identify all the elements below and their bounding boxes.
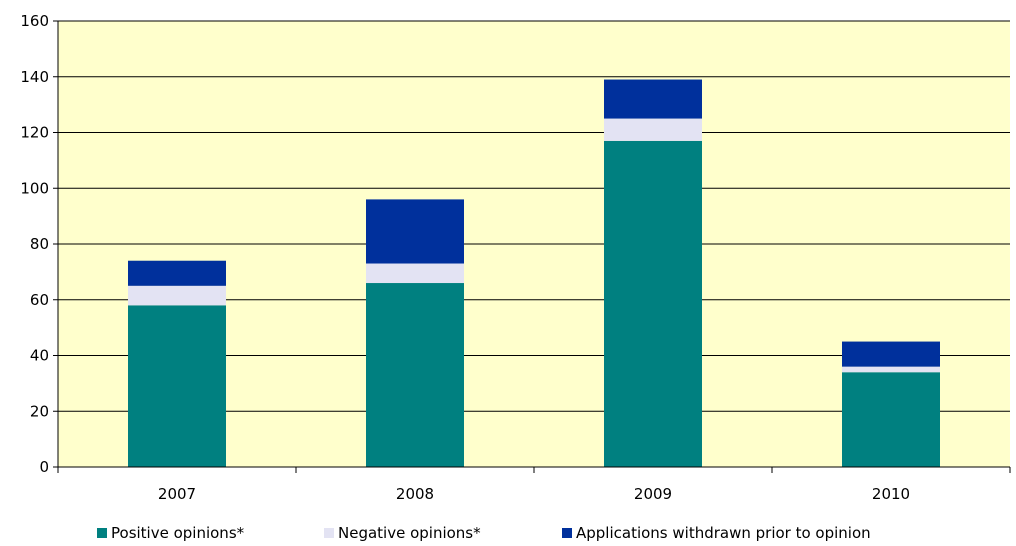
y-tick-label: 120 <box>20 124 49 142</box>
y-tick-label: 100 <box>20 179 49 197</box>
x-tick-label: 2008 <box>396 485 434 503</box>
legend-label-negative-opinions: Negative opinions* <box>338 524 481 542</box>
x-tick-label: 2010 <box>872 485 910 503</box>
bar-2007-series-2 <box>128 260 226 286</box>
legend-swatch-positive-opinions <box>97 528 107 538</box>
y-tick-label: 20 <box>30 402 49 420</box>
y-tick-label: 160 <box>20 12 49 30</box>
legend: Positive opinions* Negative opinions* Ap… <box>0 522 1016 544</box>
y-tick-label: 40 <box>30 347 49 365</box>
bar-2009-series-2 <box>604 79 702 119</box>
bar-2009-series-1 <box>604 118 702 141</box>
legend-item-positive-opinions: Positive opinions* <box>97 522 244 544</box>
legend-item-negative-opinions: Negative opinions* <box>324 522 481 544</box>
bar-2008-series-0 <box>366 283 464 467</box>
bar-2010-series-1 <box>842 366 940 373</box>
bar-2007-series-0 <box>128 305 226 467</box>
chart-plot: 0 20 40 60 80 100 120 140 160 2007 2008 2009 2010 <box>20 12 1011 503</box>
y-tick-label: 60 <box>30 291 49 309</box>
x-tick-label: 2007 <box>158 485 196 503</box>
bar-2010-series-2 <box>842 341 940 367</box>
bar-2008-series-1 <box>366 263 464 284</box>
bar-2007-series-1 <box>128 285 226 306</box>
legend-label-positive-opinions: Positive opinions* <box>111 524 245 542</box>
bar-2009-series-0 <box>604 140 702 468</box>
y-tick-label: 140 <box>20 68 49 86</box>
legend-label-applications-withdrawn: Applications withdrawn prior to opinion <box>576 524 871 542</box>
y-tick-label: 0 <box>39 458 49 476</box>
bar-2010-series-0 <box>842 372 940 467</box>
legend-swatch-negative-opinions <box>324 528 334 538</box>
legend-swatch-applications-withdrawn <box>562 528 572 538</box>
legend-item-applications-withdrawn: Applications withdrawn prior to opinion <box>562 522 871 544</box>
bar-2008-series-2 <box>366 199 464 264</box>
x-tick-label: 2009 <box>634 485 672 503</box>
y-tick-label: 80 <box>30 235 49 253</box>
